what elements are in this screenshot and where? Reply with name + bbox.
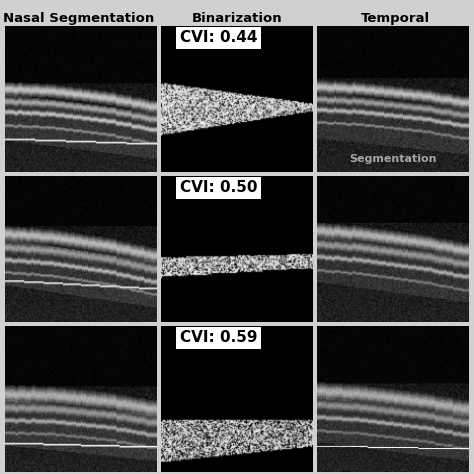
Text: Temporal: Temporal (360, 12, 429, 25)
Text: Binarization: Binarization (191, 12, 283, 25)
Text: CVI: 0.50: CVI: 0.50 (180, 181, 257, 195)
Text: CVI: 0.59: CVI: 0.59 (180, 330, 257, 346)
Text: Nasal Segmentation: Nasal Segmentation (3, 12, 155, 25)
Text: CVI: 0.44: CVI: 0.44 (180, 30, 257, 46)
Text: Segmentation: Segmentation (350, 154, 437, 164)
